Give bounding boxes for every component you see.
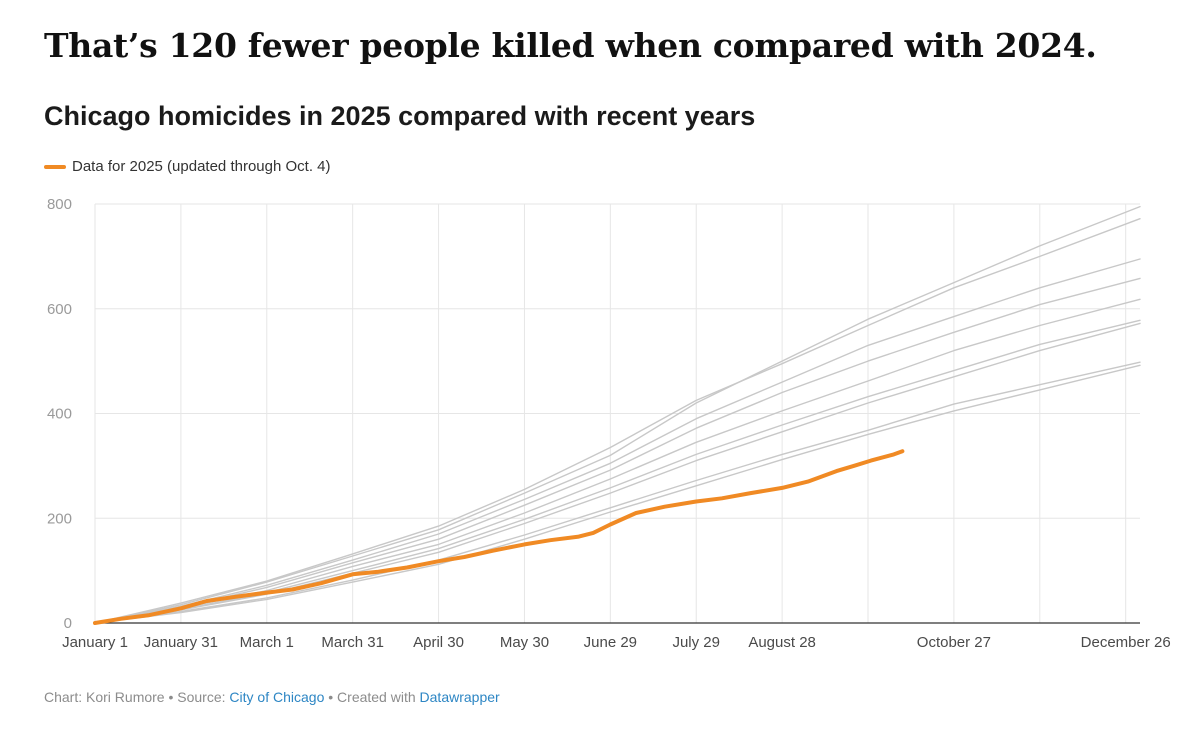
y-tick-label: 800 bbox=[47, 196, 72, 213]
series-line-prior-year bbox=[94, 322, 1141, 624]
series-line-prior-year bbox=[94, 361, 1141, 624]
x-tick-label: August 28 bbox=[748, 634, 816, 651]
footer-sep-source: • Source: bbox=[164, 689, 230, 705]
footer: Chart: Kori Rumore • Source: City of Chi… bbox=[44, 689, 500, 705]
series-line-prior-year bbox=[94, 364, 1141, 624]
x-tick-label: June 29 bbox=[584, 634, 637, 651]
series-line-2025 bbox=[93, 449, 905, 625]
y-tick-label: 600 bbox=[47, 301, 72, 318]
footer-sep-tool: • Created with bbox=[324, 689, 420, 705]
x-tick-label: October 27 bbox=[917, 634, 991, 651]
series-line-prior-year bbox=[94, 319, 1141, 624]
x-tick-label: April 30 bbox=[413, 634, 464, 651]
legend-label: Data for 2025 (updated through Oct. 4) bbox=[72, 158, 331, 175]
y-tick-label: 0 bbox=[64, 615, 72, 632]
series-line-prior-year bbox=[94, 258, 1141, 624]
series-line-prior-year bbox=[94, 205, 1141, 624]
footer-credit: Chart: Kori Rumore bbox=[44, 689, 165, 705]
x-tick-label: July 29 bbox=[672, 634, 720, 651]
x-tick-label: May 30 bbox=[500, 634, 549, 651]
x-tick-label: December 26 bbox=[1081, 634, 1171, 651]
x-tick-label: January 1 bbox=[62, 634, 128, 651]
x-tick-label: March 1 bbox=[240, 634, 294, 651]
series-line-prior-year bbox=[94, 298, 1141, 624]
y-tick-label: 200 bbox=[47, 510, 72, 527]
datawrapper-link[interactable]: Datawrapper bbox=[419, 689, 500, 705]
x-tick-label: March 31 bbox=[321, 634, 384, 651]
legend: Data for 2025 (updated through Oct. 4) bbox=[44, 158, 331, 175]
series-line-prior-year bbox=[94, 218, 1141, 624]
source-link[interactable]: City of Chicago bbox=[229, 689, 325, 705]
x-tick-label: January 31 bbox=[144, 634, 218, 651]
headline: That’s 120 fewer people killed when comp… bbox=[44, 26, 1097, 65]
legend-swatch-2025 bbox=[44, 164, 66, 169]
series-line-prior-year bbox=[94, 277, 1141, 624]
y-tick-label: 400 bbox=[47, 406, 72, 423]
chart-title: Chicago homicides in 2025 compared with … bbox=[44, 101, 756, 131]
